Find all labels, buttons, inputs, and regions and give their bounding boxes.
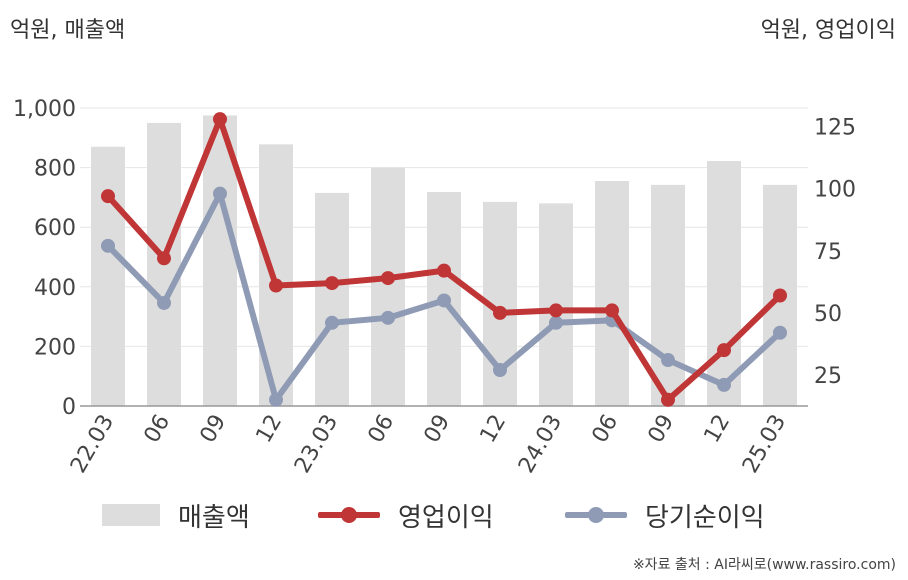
- point-operating-profit: [773, 288, 787, 303]
- x-tick-label: 09: [196, 411, 232, 448]
- legend-swatch-net-income: [565, 504, 627, 526]
- right-tick-label: 75: [814, 240, 842, 265]
- left-axis-unit: 억원, 매출액: [10, 18, 126, 43]
- legend-label-revenue: 매출액: [178, 502, 250, 533]
- left-tick-label: 600: [34, 216, 76, 241]
- left-tick-label: 0: [62, 395, 76, 420]
- left-tick-label: 200: [34, 335, 76, 360]
- point-net-income: [101, 238, 115, 253]
- legend-item-operating-profit: 영업이익: [318, 490, 494, 540]
- point-operating-profit: [213, 112, 227, 127]
- point-net-income: [493, 362, 507, 377]
- point-operating-profit: [157, 251, 171, 266]
- x-tick-label: 06: [140, 411, 176, 448]
- x-tick-label: 24.03: [514, 411, 567, 478]
- x-tick-label: 23.03: [290, 411, 343, 478]
- x-tick-label: 12: [476, 411, 512, 448]
- x-tick-label: 12: [700, 411, 736, 448]
- point-operating-profit: [661, 392, 675, 407]
- point-net-income: [717, 377, 731, 392]
- x-tick-label: 12: [252, 411, 288, 448]
- point-net-income: [437, 293, 451, 308]
- bar-revenue: [91, 146, 125, 407]
- legend-swatch-revenue: [102, 504, 160, 526]
- point-net-income: [549, 315, 563, 330]
- point-net-income: [381, 310, 395, 325]
- combo-chart: 0 200 400 600 800 1,000 25 50 75 100 125 22.03 06 09 1…: [13, 97, 856, 478]
- bar-revenue: [595, 181, 629, 406]
- point-operating-profit: [437, 263, 451, 278]
- point-operating-profit: [493, 305, 507, 320]
- x-tick-label: 09: [420, 411, 456, 448]
- point-net-income: [213, 186, 227, 201]
- left-tick-label: 1,000: [13, 97, 76, 122]
- point-net-income: [661, 353, 675, 368]
- right-tick-label: 125: [814, 116, 856, 141]
- point-operating-profit: [381, 271, 395, 286]
- legend-item-net-income: 당기순이익: [565, 490, 765, 540]
- x-tick-label: 25.03: [738, 411, 791, 478]
- point-net-income: [157, 295, 171, 310]
- point-operating-profit: [269, 278, 283, 293]
- point-operating-profit: [549, 303, 563, 318]
- legend-swatch-operating-profit: [318, 504, 380, 526]
- x-tick-label: 06: [364, 411, 400, 448]
- legend-item-revenue: 매출액: [102, 490, 250, 540]
- point-net-income: [773, 325, 787, 340]
- left-tick-label: 800: [34, 157, 76, 182]
- legend-label-operating-profit: 영업이익: [398, 502, 494, 533]
- point-operating-profit: [325, 276, 339, 291]
- source-note: ※자료 출처 : AI라씨로(www.rassiro.com): [632, 557, 896, 573]
- point-net-income: [269, 392, 283, 407]
- point-operating-profit: [101, 189, 115, 204]
- bar-revenue: [651, 184, 685, 406]
- bar-revenue: [315, 192, 349, 406]
- right-tick-label: 50: [814, 302, 842, 327]
- right-tick-label: 100: [814, 178, 856, 203]
- bar-revenue: [707, 161, 741, 406]
- x-tick-label: 06: [588, 411, 624, 448]
- legend-label-net-income: 당기순이익: [645, 502, 765, 533]
- point-operating-profit: [717, 343, 731, 358]
- chart-legend: 매출액 영업이익 당기순이익: [0, 490, 908, 540]
- point-operating-profit: [605, 303, 619, 318]
- x-tick-label: 09: [644, 411, 680, 448]
- x-tick-label: 22.03: [66, 411, 119, 478]
- right-axis-unit: 억원, 영업이익: [760, 18, 896, 43]
- point-net-income: [325, 315, 339, 330]
- right-tick-label: 25: [814, 364, 842, 389]
- bar-revenue: [203, 115, 237, 406]
- left-tick-label: 400: [34, 276, 76, 301]
- bar-revenue: [371, 167, 405, 406]
